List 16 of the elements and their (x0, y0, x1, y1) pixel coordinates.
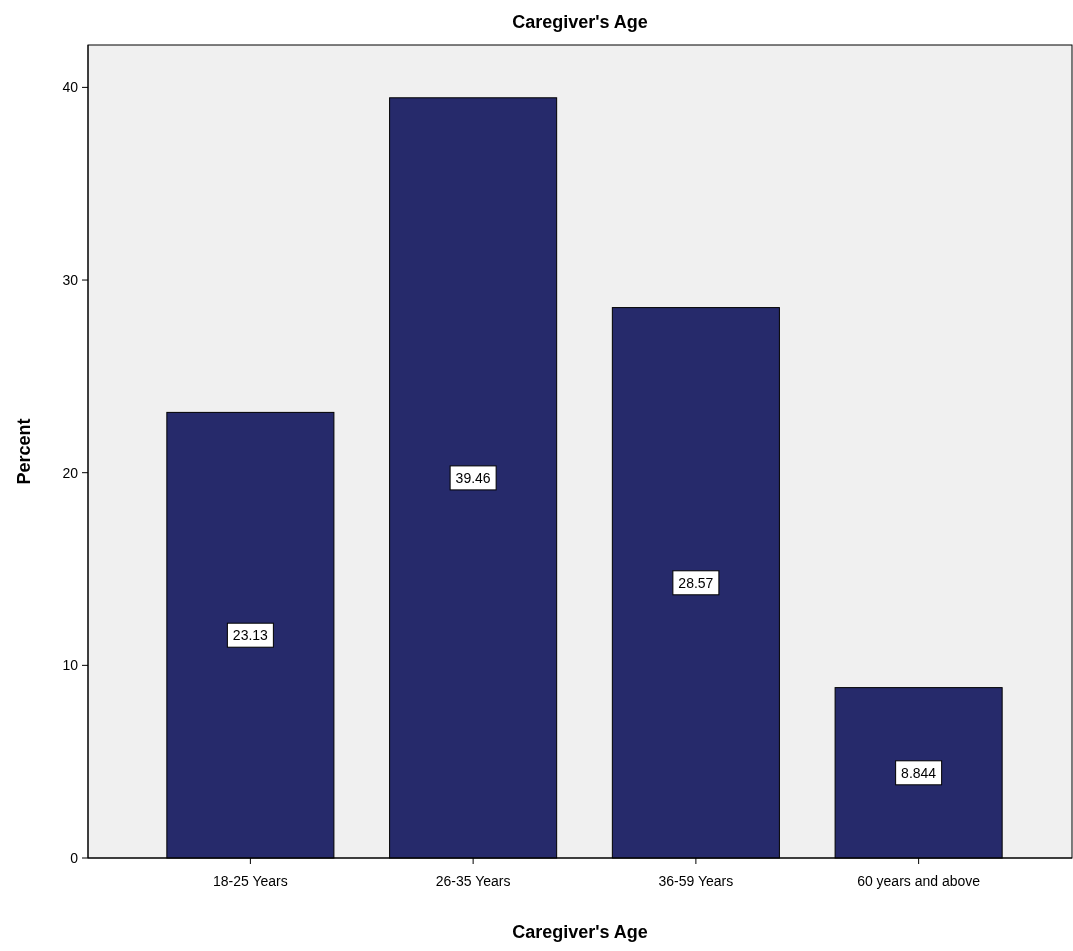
x-tick-label: 36-59 Years (658, 873, 734, 889)
x-tick-label: 26-35 Years (435, 873, 511, 889)
x-tick-label: 60 years and above (857, 873, 981, 889)
y-tick-label: 20 (62, 464, 79, 481)
y-tick-label: 30 (62, 272, 79, 289)
x-axis-title: Caregiver's Age (512, 922, 648, 942)
data-label: 39.46 (455, 469, 491, 486)
data-label: 8.844 (901, 764, 937, 781)
x-tick-label: 18-25 Years (213, 873, 288, 889)
y-tick-label: 40 (62, 79, 79, 96)
y-axis-title: Percent (14, 418, 34, 485)
y-tick-label: 0 (70, 850, 79, 866)
data-label: 28.57 (678, 574, 714, 591)
data-label: 23.13 (232, 627, 269, 644)
y-tick-label: 10 (62, 657, 79, 674)
chart-title: Caregiver's Age (512, 12, 648, 32)
